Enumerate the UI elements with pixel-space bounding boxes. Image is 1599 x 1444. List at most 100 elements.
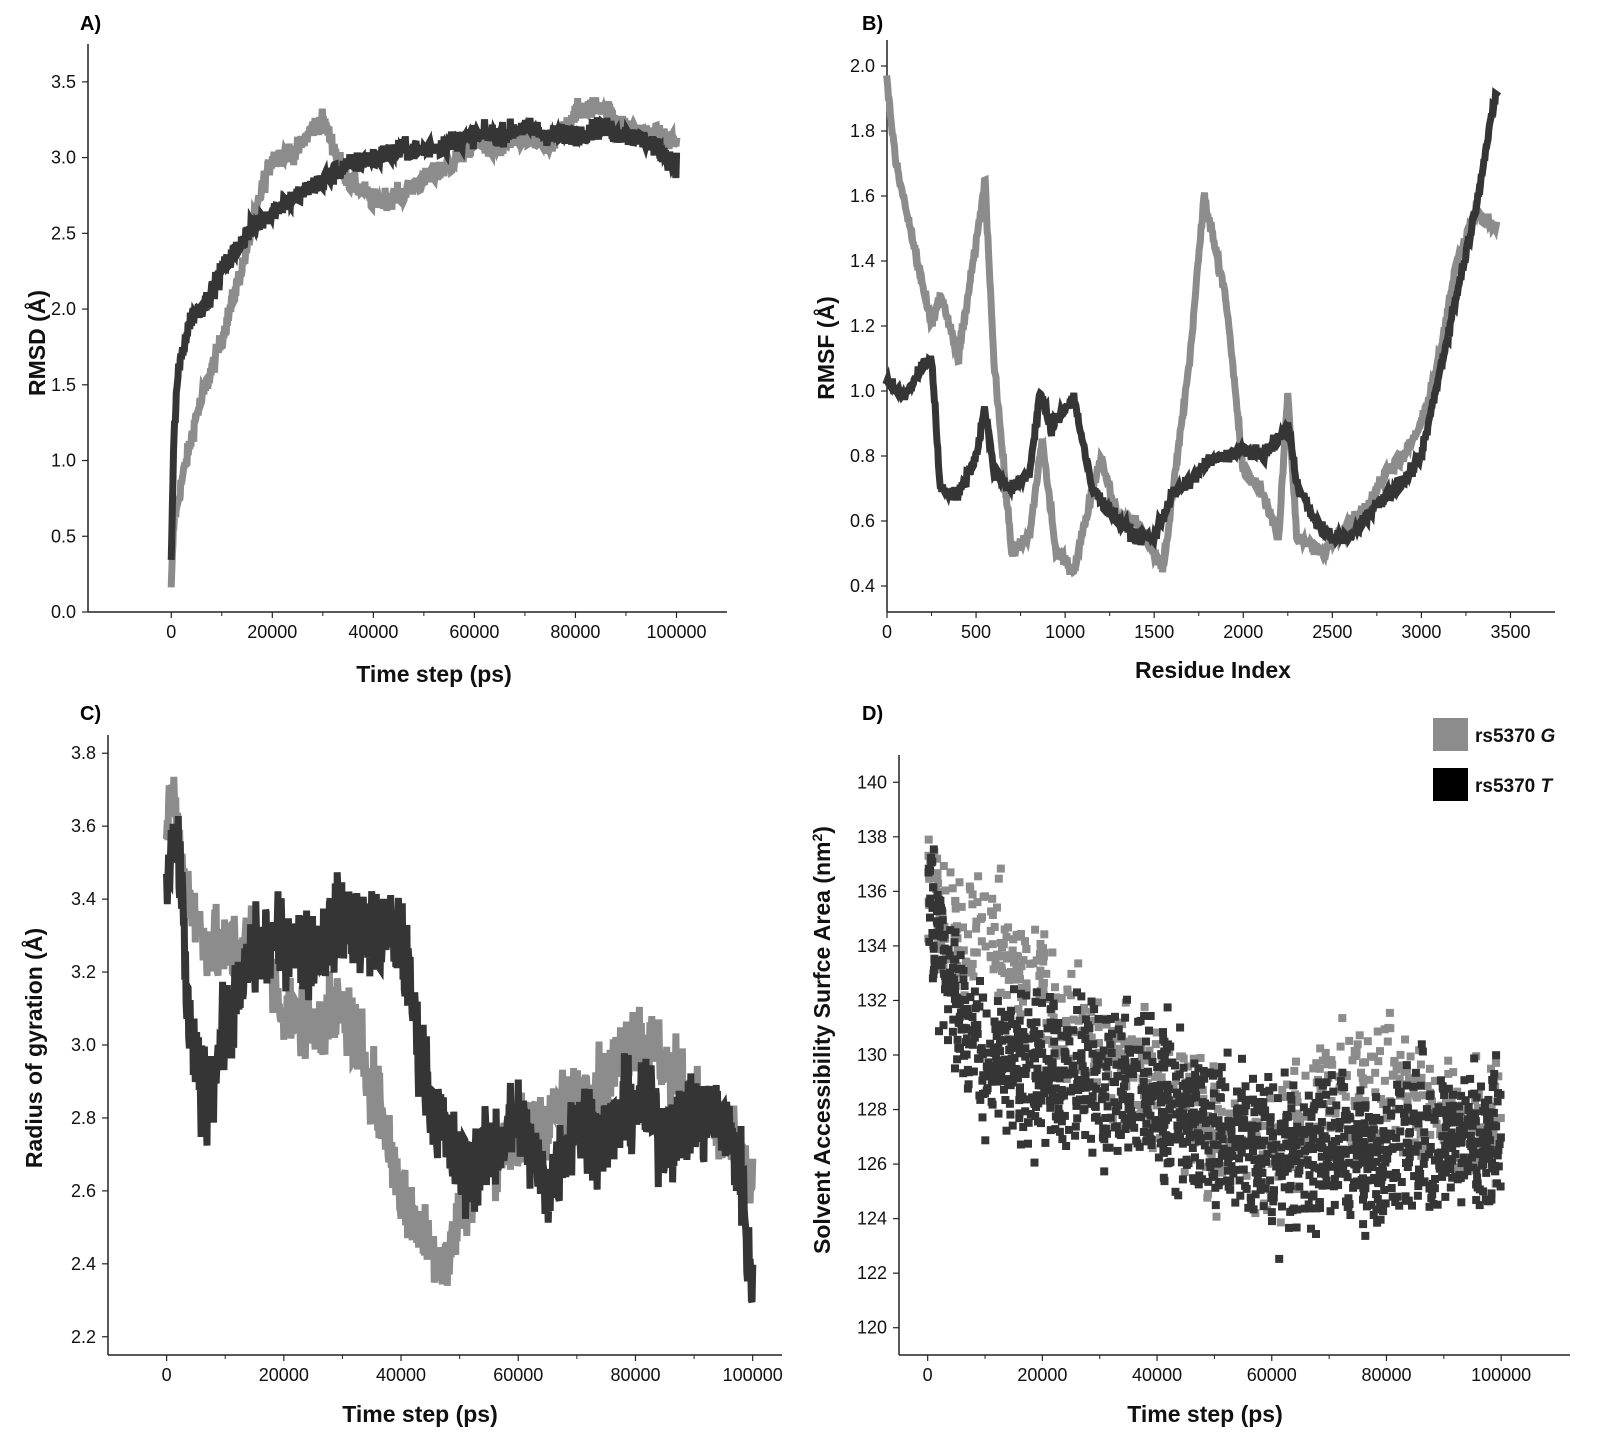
panel-b-x-axis-title: Residue Index — [1135, 657, 1291, 683]
data-point — [944, 1036, 952, 1045]
data-point — [1042, 1019, 1051, 1028]
data-point — [1232, 1143, 1241, 1152]
data-point — [963, 1084, 972, 1093]
data-point — [1371, 1068, 1380, 1077]
data-point — [1318, 1056, 1327, 1065]
panel-b-plot: 0 500 1000 1500 2000 2500 3000 3500 0.4 0.6 0.8 1.0… — [850, 40, 1555, 642]
data-point — [1318, 1100, 1327, 1109]
data-point — [1261, 1184, 1270, 1193]
data-point — [1337, 1145, 1346, 1154]
data-point — [1468, 1140, 1476, 1149]
data-point — [1279, 1160, 1288, 1169]
data-point — [1009, 1069, 1018, 1078]
y-tick-label: 0.6 — [850, 511, 875, 531]
data-point — [1451, 1150, 1460, 1158]
data-point — [961, 996, 970, 1004]
data-point — [1074, 959, 1083, 968]
data-point — [1188, 1109, 1196, 1118]
data-point — [1167, 1100, 1176, 1109]
data-point — [1052, 1066, 1061, 1075]
data-point — [939, 862, 948, 870]
data-point — [1071, 1122, 1080, 1131]
data-point — [1210, 1169, 1219, 1178]
data-point — [1084, 1021, 1092, 1030]
data-point — [1033, 1064, 1042, 1073]
data-point — [1177, 1158, 1186, 1167]
y-tick-label: 1.0 — [51, 451, 76, 471]
data-point — [1021, 1052, 1030, 1061]
data-point — [1326, 1106, 1335, 1115]
data-point — [1057, 994, 1066, 1003]
data-point — [984, 1058, 993, 1067]
data-point — [1209, 1089, 1218, 1098]
data-point — [1214, 1069, 1223, 1078]
data-point — [1032, 988, 1041, 997]
data-point — [1217, 1077, 1226, 1086]
data-point — [935, 921, 944, 930]
data-point — [1113, 1072, 1122, 1081]
data-point — [1357, 1068, 1365, 1077]
data-point — [1087, 1134, 1095, 1143]
data-point — [1434, 1103, 1443, 1112]
data-point — [1218, 1149, 1227, 1158]
data-point — [1182, 1083, 1191, 1092]
data-point — [936, 932, 945, 941]
data-point — [990, 1049, 999, 1058]
data-point — [1473, 1173, 1482, 1182]
data-point — [1249, 1074, 1257, 1083]
data-point — [1159, 1110, 1168, 1119]
data-point — [1134, 1113, 1143, 1122]
data-point — [1300, 1190, 1309, 1199]
data-point — [1184, 1159, 1193, 1168]
data-point — [1416, 1081, 1425, 1090]
data-point — [1001, 1026, 1010, 1035]
y-tick-label: 3.2 — [71, 962, 96, 982]
data-point — [1144, 1056, 1153, 1065]
data-point — [1420, 1177, 1429, 1186]
data-point — [1035, 971, 1044, 980]
data-point — [1377, 1095, 1385, 1103]
y-tick-label: 132 — [857, 990, 887, 1010]
data-point — [1346, 1211, 1355, 1219]
data-point — [1368, 1163, 1377, 1171]
data-point — [1267, 1208, 1276, 1217]
data-point — [1016, 1140, 1025, 1149]
data-point — [1018, 983, 1026, 992]
data-point — [1374, 1057, 1383, 1066]
data-point — [1335, 1124, 1344, 1133]
data-point — [966, 993, 975, 1002]
data-point — [1300, 1126, 1309, 1135]
data-point — [1031, 925, 1040, 934]
data-point — [1365, 1075, 1374, 1084]
data-point — [945, 951, 954, 960]
data-point — [1127, 1106, 1135, 1115]
data-point — [1464, 1103, 1473, 1111]
data-point — [1031, 1112, 1040, 1121]
data-point — [990, 1066, 999, 1075]
data-point — [1073, 1114, 1082, 1123]
data-point — [1146, 1012, 1155, 1020]
data-point — [1102, 1020, 1111, 1029]
data-point — [1101, 1072, 1110, 1081]
data-point — [1468, 1144, 1477, 1153]
panel-c-x-axis-title: Time step (ps) — [342, 1401, 498, 1427]
data-point — [1044, 1074, 1053, 1083]
data-point — [1003, 1022, 1011, 1031]
data-point — [1257, 1154, 1265, 1163]
data-point — [1196, 1054, 1205, 1062]
data-point — [1100, 1135, 1109, 1144]
data-point — [1249, 1147, 1257, 1156]
data-point — [1280, 1167, 1289, 1176]
data-point — [1380, 1076, 1389, 1085]
data-point — [996, 864, 1005, 873]
data-point — [1244, 1203, 1253, 1212]
data-point — [973, 1021, 982, 1029]
data-point — [1143, 1136, 1152, 1145]
data-point — [924, 868, 933, 877]
data-point — [1392, 1065, 1401, 1074]
data-point — [975, 1054, 984, 1063]
data-point — [1248, 1123, 1256, 1132]
data-point — [1144, 1067, 1152, 1076]
data-point — [951, 904, 960, 913]
data-point — [1121, 1074, 1130, 1083]
